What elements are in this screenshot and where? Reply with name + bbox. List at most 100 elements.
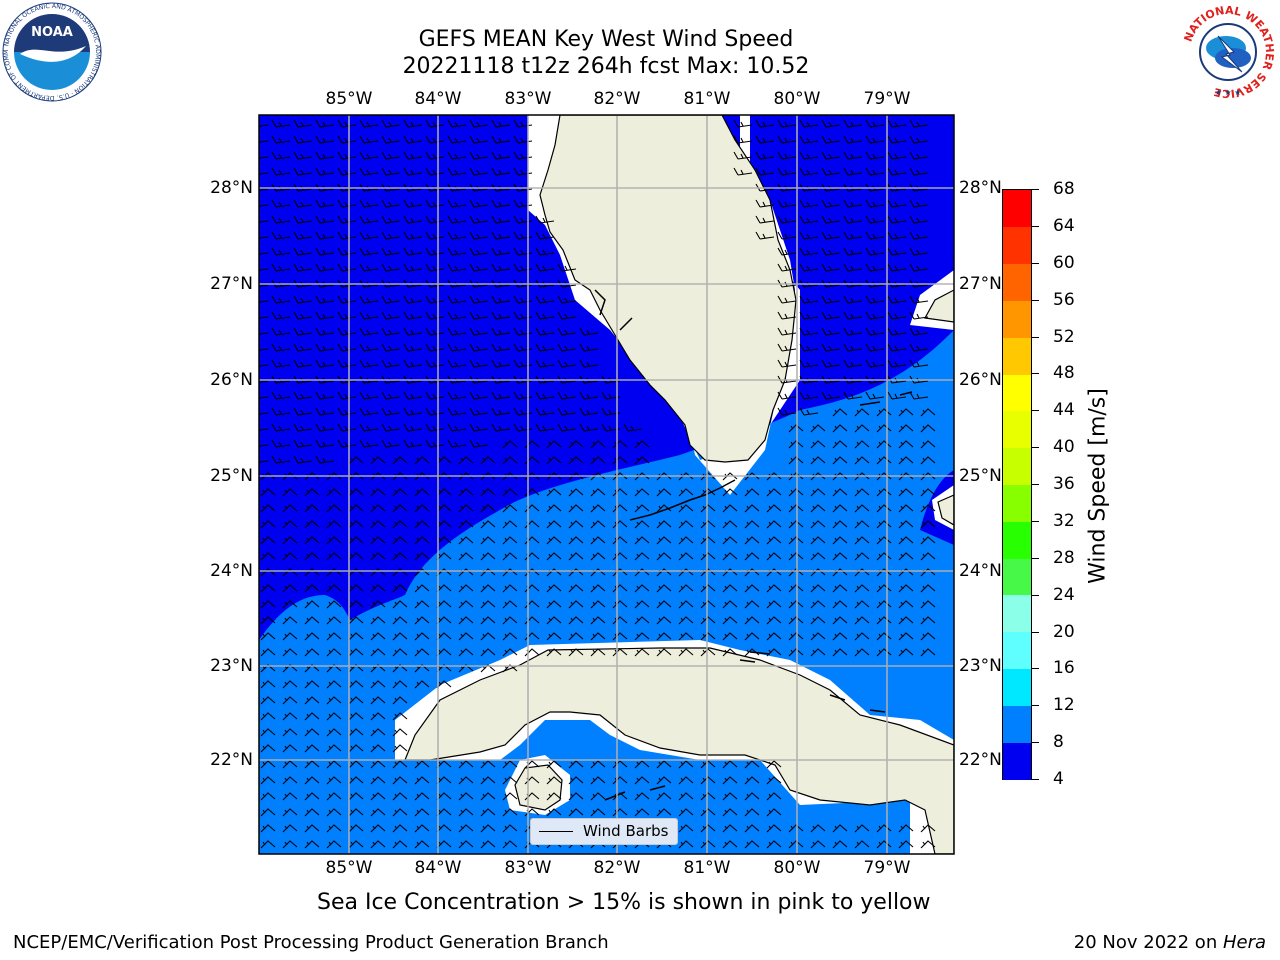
wind-barb (480, 520, 496, 529)
wind-barb (348, 712, 364, 721)
wind-barb (447, 327, 467, 336)
wind-barb (282, 824, 298, 833)
wind-barb (381, 215, 401, 224)
wind-barb (700, 824, 716, 833)
wind-barb (447, 263, 467, 272)
wind-barb (381, 231, 401, 240)
wind-barb (788, 632, 804, 641)
wind-barb (920, 488, 936, 497)
wind-barb (656, 776, 672, 785)
wind-barb (920, 840, 936, 849)
wind-barb (865, 311, 885, 320)
wind-barb (260, 520, 276, 529)
wind-barb (370, 760, 386, 769)
wind-barb (436, 536, 452, 545)
wind-barb (381, 423, 401, 432)
wind-barb (898, 616, 914, 625)
wind-barb (568, 440, 584, 449)
wind-barb (656, 520, 672, 529)
lat-label-right: 26°N (959, 370, 1002, 390)
wind-barb (260, 696, 276, 705)
wind-barb (810, 488, 826, 497)
wind-barb (546, 760, 562, 769)
wind-barb (788, 840, 804, 849)
wind-barb (777, 359, 797, 368)
wind-barb (513, 231, 533, 240)
wind-barb (293, 247, 313, 256)
wind-barb (458, 824, 474, 833)
wind-barb (370, 552, 386, 561)
wind-barb (315, 455, 335, 464)
wind-barb (656, 488, 672, 497)
wind-barb (315, 311, 335, 320)
wind-barb (348, 792, 364, 801)
wind-barb (414, 536, 430, 545)
wind-barb (898, 648, 914, 657)
wind-barb (854, 824, 870, 833)
wind-barb (898, 440, 914, 449)
wind-barb (700, 760, 716, 769)
wind-barb (414, 616, 430, 625)
wind-barb (788, 536, 804, 545)
wind-barb (832, 648, 848, 657)
wind-barb (590, 600, 606, 609)
wind-barb (744, 616, 760, 625)
wind-barb (832, 824, 848, 833)
colorbar-tick (1032, 520, 1039, 522)
wind-barb (513, 247, 533, 256)
wind-barb (458, 504, 474, 513)
wind-barb (304, 632, 320, 641)
wind-barb (414, 632, 430, 641)
wind-barb (546, 600, 562, 609)
wind-barb (634, 536, 650, 545)
wind-barb (348, 840, 364, 849)
wind-barb (447, 199, 467, 208)
wind-barb (843, 359, 863, 368)
wind-barb (634, 632, 650, 641)
wind-barb (392, 456, 408, 465)
wind-barb (810, 504, 826, 513)
colorbar-segment (1003, 447, 1031, 485)
lon-label-top: 79°W (863, 89, 911, 109)
wind-barb (381, 263, 401, 272)
wind-barb (568, 536, 584, 545)
florida-keys (594, 289, 913, 801)
wind-barb (370, 600, 386, 609)
wind-barb (326, 552, 342, 561)
wind-barb (700, 648, 716, 657)
wind-barb (293, 343, 313, 352)
wind-barb (700, 776, 716, 785)
wind-barb (260, 488, 276, 497)
wind-barb (678, 776, 694, 785)
wind-barb (392, 584, 408, 593)
wind-barb (403, 263, 423, 272)
wind-barb (832, 840, 848, 849)
wind-barb (722, 792, 738, 801)
wind-barb (348, 504, 364, 513)
wind-barb (898, 632, 914, 641)
wind-barb (458, 488, 474, 497)
wind-barb (259, 268, 269, 271)
wind-barb (722, 616, 738, 625)
lat-label-right: 24°N (959, 561, 1002, 581)
wind-barb (854, 424, 870, 433)
colorbar-tick (1032, 373, 1039, 375)
lon-label-bottom: 81°W (683, 858, 731, 878)
wind-barb (403, 391, 423, 400)
wind-barb (843, 327, 863, 336)
wind-barb (821, 119, 841, 128)
colorbar-tick-label: 24 (1053, 584, 1075, 605)
wind-barb (821, 391, 841, 400)
colorbar-tick-label: 16 (1053, 658, 1075, 679)
wind-barb (359, 167, 379, 176)
wind-barb (315, 343, 335, 352)
wind-barb (557, 407, 577, 416)
wind-barb (920, 520, 936, 529)
wind-barb (414, 456, 430, 465)
wind-barb (744, 824, 760, 833)
wind-barb (920, 600, 936, 609)
wind-barb (788, 456, 804, 465)
wind-barb (348, 776, 364, 785)
wind-barb (293, 135, 313, 144)
wind-barb (909, 135, 929, 144)
